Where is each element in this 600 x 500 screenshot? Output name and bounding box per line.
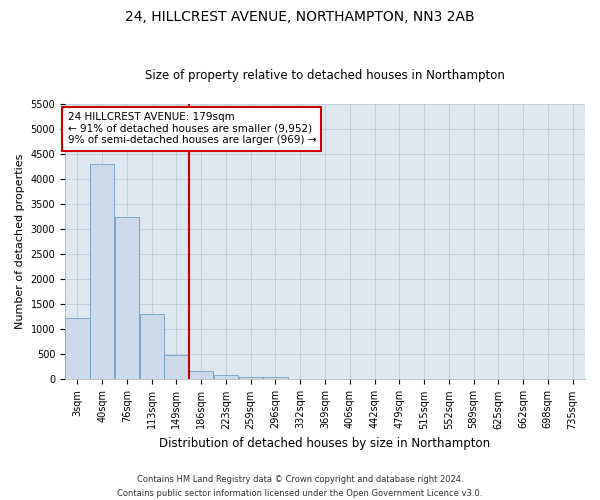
Text: Contains HM Land Registry data © Crown copyright and database right 2024.
Contai: Contains HM Land Registry data © Crown c… <box>118 476 482 498</box>
Title: Size of property relative to detached houses in Northampton: Size of property relative to detached ho… <box>145 69 505 82</box>
Bar <box>164 356 188 380</box>
Text: 24 HILLCREST AVENUE: 179sqm
← 91% of detached houses are smaller (9,952)
9% of s: 24 HILLCREST AVENUE: 179sqm ← 91% of det… <box>68 112 316 146</box>
X-axis label: Distribution of detached houses by size in Northampton: Distribution of detached houses by size … <box>160 437 491 450</box>
Bar <box>115 216 139 380</box>
Text: 24, HILLCREST AVENUE, NORTHAMPTON, NN3 2AB: 24, HILLCREST AVENUE, NORTHAMPTON, NN3 2… <box>125 10 475 24</box>
Bar <box>90 164 115 380</box>
Bar <box>214 376 238 380</box>
Bar <box>263 377 287 380</box>
Y-axis label: Number of detached properties: Number of detached properties <box>15 154 25 330</box>
Bar <box>189 371 214 380</box>
Bar <box>65 318 89 380</box>
Bar <box>140 314 164 380</box>
Bar <box>239 376 263 380</box>
